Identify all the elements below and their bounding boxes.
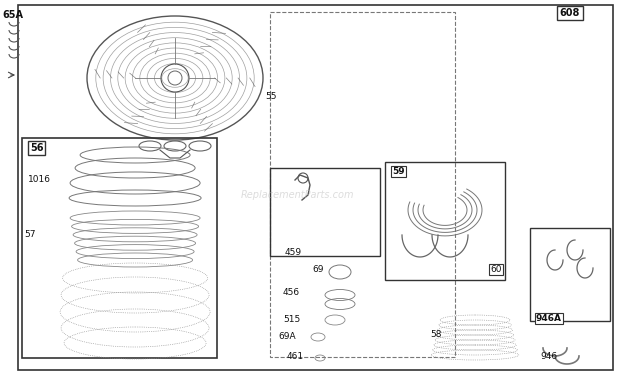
Bar bbox=[22, 138, 217, 358]
Text: 60: 60 bbox=[490, 265, 502, 274]
Text: 69A: 69A bbox=[278, 332, 296, 341]
Text: 515: 515 bbox=[283, 315, 300, 324]
Text: 69: 69 bbox=[312, 265, 324, 274]
Text: 946A: 946A bbox=[536, 314, 562, 323]
Text: 56: 56 bbox=[30, 143, 43, 153]
Text: 1016: 1016 bbox=[28, 175, 51, 184]
Text: 55: 55 bbox=[265, 92, 277, 101]
Text: 456: 456 bbox=[283, 288, 300, 297]
Text: 459: 459 bbox=[285, 248, 302, 257]
Bar bbox=[270, 168, 380, 256]
Text: 461: 461 bbox=[287, 352, 304, 361]
Text: 65A: 65A bbox=[2, 10, 23, 20]
Text: 59: 59 bbox=[392, 167, 405, 176]
Text: ReplacementParts.com: ReplacementParts.com bbox=[241, 190, 355, 200]
Bar bbox=[270, 12, 455, 357]
Text: 608: 608 bbox=[560, 8, 580, 18]
Text: 946: 946 bbox=[540, 352, 557, 361]
Bar bbox=[530, 228, 610, 321]
Bar bbox=[385, 162, 505, 280]
Text: 57: 57 bbox=[24, 230, 35, 239]
Text: 58: 58 bbox=[430, 330, 441, 339]
